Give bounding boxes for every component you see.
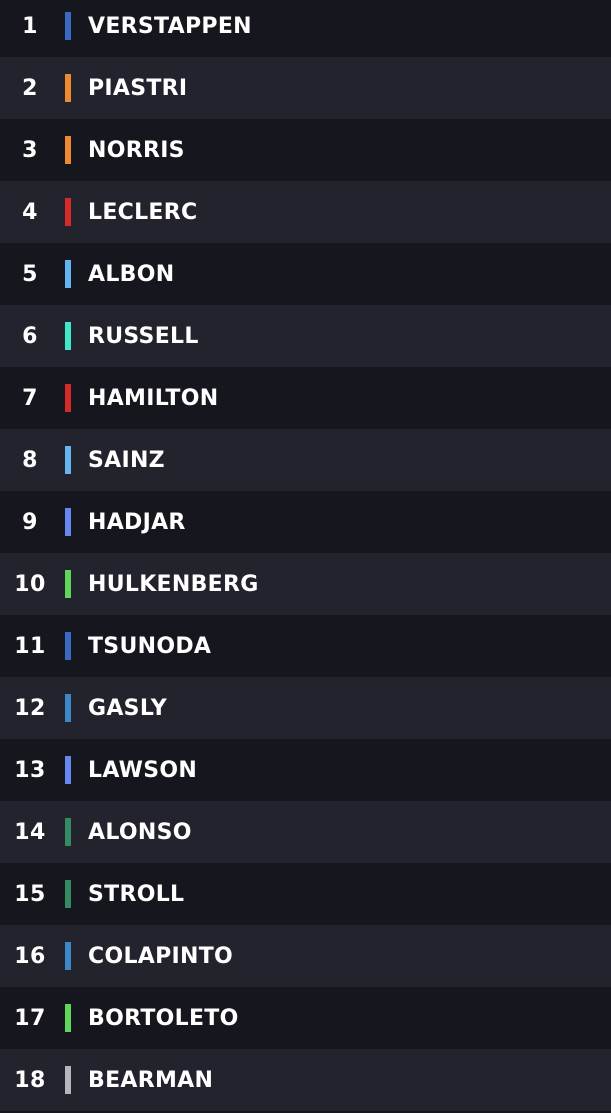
- driver-name: HAMILTON: [88, 385, 219, 411]
- driver-name: LAWSON: [88, 757, 198, 783]
- standings-row[interactable]: 9 HADJAR: [0, 491, 611, 553]
- standings-row[interactable]: 16 COLAPINTO: [0, 925, 611, 987]
- team-color-bar: [65, 74, 71, 102]
- team-color-bar: [65, 1066, 71, 1094]
- driver-name: HADJAR: [88, 509, 186, 535]
- team-color-bar: [65, 632, 71, 660]
- driver-name: RUSSELL: [88, 323, 199, 349]
- team-color-bar: [65, 260, 71, 288]
- driver-name: STROLL: [88, 881, 185, 907]
- driver-name: COLAPINTO: [88, 943, 234, 969]
- position: 2: [22, 75, 38, 101]
- standings-row[interactable]: 5 ALBON: [0, 243, 611, 305]
- position: 15: [14, 881, 46, 907]
- team-color-bar: [65, 818, 71, 846]
- position: 13: [14, 757, 46, 783]
- standings-row[interactable]: 7 HAMILTON: [0, 367, 611, 429]
- driver-name: GASLY: [88, 695, 167, 721]
- team-color-bar: [65, 322, 71, 350]
- standings-row[interactable]: 18 BEARMAN: [0, 1049, 611, 1111]
- standings-row[interactable]: 14 ALONSO: [0, 801, 611, 863]
- driver-name: LECLERC: [88, 199, 198, 225]
- driver-name: ALONSO: [88, 819, 192, 845]
- position: 17: [14, 1005, 46, 1031]
- position: 16: [14, 943, 46, 969]
- team-color-bar: [65, 508, 71, 536]
- position: 7: [22, 385, 38, 411]
- position: 14: [14, 819, 46, 845]
- position: 5: [22, 261, 38, 287]
- team-color-bar: [65, 12, 71, 40]
- standings-row[interactable]: 1 VERSTAPPEN: [0, 0, 611, 57]
- driver-name: BEARMAN: [88, 1067, 214, 1093]
- position: 9: [22, 509, 38, 535]
- driver-name: HULKENBERG: [88, 571, 259, 597]
- standings-row[interactable]: 3 NORRIS: [0, 119, 611, 181]
- position: 1: [22, 13, 38, 39]
- standings-row[interactable]: 8 SAINZ: [0, 429, 611, 491]
- team-color-bar: [65, 136, 71, 164]
- standings-row[interactable]: 6 RUSSELL: [0, 305, 611, 367]
- driver-name: NORRIS: [88, 137, 185, 163]
- driver-name: PIASTRI: [88, 75, 188, 101]
- driver-name: VERSTAPPEN: [88, 13, 252, 39]
- driver-name: TSUNODA: [88, 633, 212, 659]
- standings-row[interactable]: 11 TSUNODA: [0, 615, 611, 677]
- team-color-bar: [65, 942, 71, 970]
- team-color-bar: [65, 198, 71, 226]
- position: 12: [14, 695, 46, 721]
- team-color-bar: [65, 446, 71, 474]
- team-color-bar: [65, 384, 71, 412]
- standings-row[interactable]: 10 HULKENBERG: [0, 553, 611, 615]
- driver-name: ALBON: [88, 261, 175, 287]
- team-color-bar: [65, 756, 71, 784]
- driver-name: BORTOLETO: [88, 1005, 239, 1031]
- team-color-bar: [65, 570, 71, 598]
- standings-row[interactable]: 2 PIASTRI: [0, 57, 611, 119]
- standings-row[interactable]: 17 BORTOLETO: [0, 987, 611, 1049]
- standings-row[interactable]: 15 STROLL: [0, 863, 611, 925]
- standings-row[interactable]: 4 LECLERC: [0, 181, 611, 243]
- position: 18: [14, 1067, 46, 1093]
- position: 6: [22, 323, 38, 349]
- standings-row[interactable]: 13 LAWSON: [0, 739, 611, 801]
- position: 11: [14, 633, 46, 659]
- position: 8: [22, 447, 38, 473]
- position: 10: [14, 571, 46, 597]
- team-color-bar: [65, 694, 71, 722]
- position: 4: [22, 199, 38, 225]
- driver-name: SAINZ: [88, 447, 165, 473]
- team-color-bar: [65, 880, 71, 908]
- standings-row[interactable]: 12 GASLY: [0, 677, 611, 739]
- position: 3: [22, 137, 38, 163]
- team-color-bar: [65, 1004, 71, 1032]
